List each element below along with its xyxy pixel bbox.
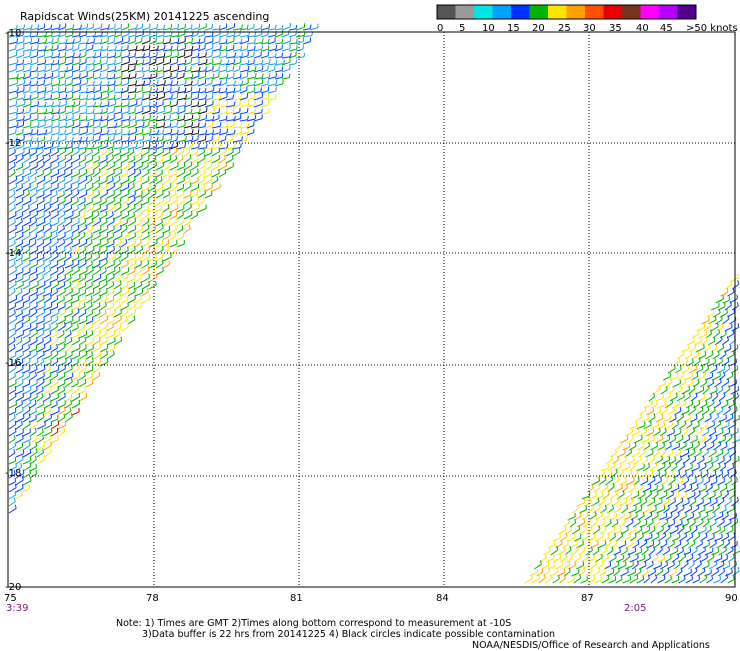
legend-label: 25 — [558, 23, 571, 34]
note-line-2: 3)Data buffer is 22 hrs from 20141225 4)… — [142, 629, 556, 640]
legend-label: 0 — [437, 23, 443, 34]
wind-speed-color-legend — [436, 4, 697, 20]
lon-label-84: 84 — [436, 593, 449, 604]
legend-label: 5 — [459, 23, 465, 34]
legend-swatch — [566, 5, 586, 19]
lon-label-87: 87 — [581, 593, 594, 604]
legend-swatch — [511, 5, 530, 19]
legend-swatch — [529, 5, 549, 19]
legend-label: 45 — [660, 23, 673, 34]
swath-time-left: 3:39 — [6, 603, 28, 614]
legend-label: 15 — [507, 23, 520, 34]
lon-label-75: 75 — [4, 593, 17, 604]
lon-label-78: 78 — [146, 593, 159, 604]
latitude-labels: -10 -12 -14 -16 -18 -20 — [5, 28, 21, 593]
legend-swatch — [492, 5, 512, 19]
wind-barbs-layer — [8, 22, 740, 584]
note-line-1: Note: 1) Times are GMT 2)Times along bot… — [116, 618, 512, 629]
lat-lon-grid — [7, 31, 736, 588]
footnotes: Note: 1) Times are GMT 2)Times along bot… — [0, 616, 740, 651]
legend-labels: 0 5 10 15 20 25 30 35 40 45 >50 knots — [437, 23, 738, 34]
legend-label: 10 — [482, 23, 495, 34]
legend-label: 20 — [532, 23, 545, 34]
lat-label-12: -12 — [5, 138, 21, 149]
legend-label: 40 — [636, 23, 649, 34]
legend-swatch — [474, 5, 493, 19]
legend-swatch — [603, 5, 623, 19]
legend-label: 35 — [609, 23, 622, 34]
lat-label-20: -20 — [5, 582, 21, 593]
lat-label-16: -16 — [5, 358, 21, 369]
legend-swatch — [455, 5, 475, 19]
legend-label: >50 knots — [686, 23, 738, 34]
longitude-labels: 75 78 81 84 87 90 — [4, 593, 738, 604]
legend-swatch — [585, 5, 604, 19]
legend-label: 30 — [583, 23, 596, 34]
lat-label-10: -10 — [5, 28, 21, 39]
lat-label-14: -14 — [5, 248, 21, 259]
lon-label-90: 90 — [725, 593, 738, 604]
legend-swatch — [622, 5, 641, 19]
legend-swatch — [677, 5, 697, 19]
legend-swatch — [640, 5, 660, 19]
lon-label-81: 81 — [290, 593, 303, 604]
lat-label-18: -18 — [5, 468, 21, 479]
map-title: Rapidscat Winds(25KM) 20141225 ascending — [20, 10, 269, 23]
swath-time-right: 2:05 — [624, 603, 646, 614]
legend-swatch — [437, 5, 456, 19]
note-line-3: NOAA/NESDIS/Office of Research and Appli… — [472, 640, 710, 651]
legend-swatch — [659, 5, 678, 19]
legend-swatch — [548, 5, 567, 19]
